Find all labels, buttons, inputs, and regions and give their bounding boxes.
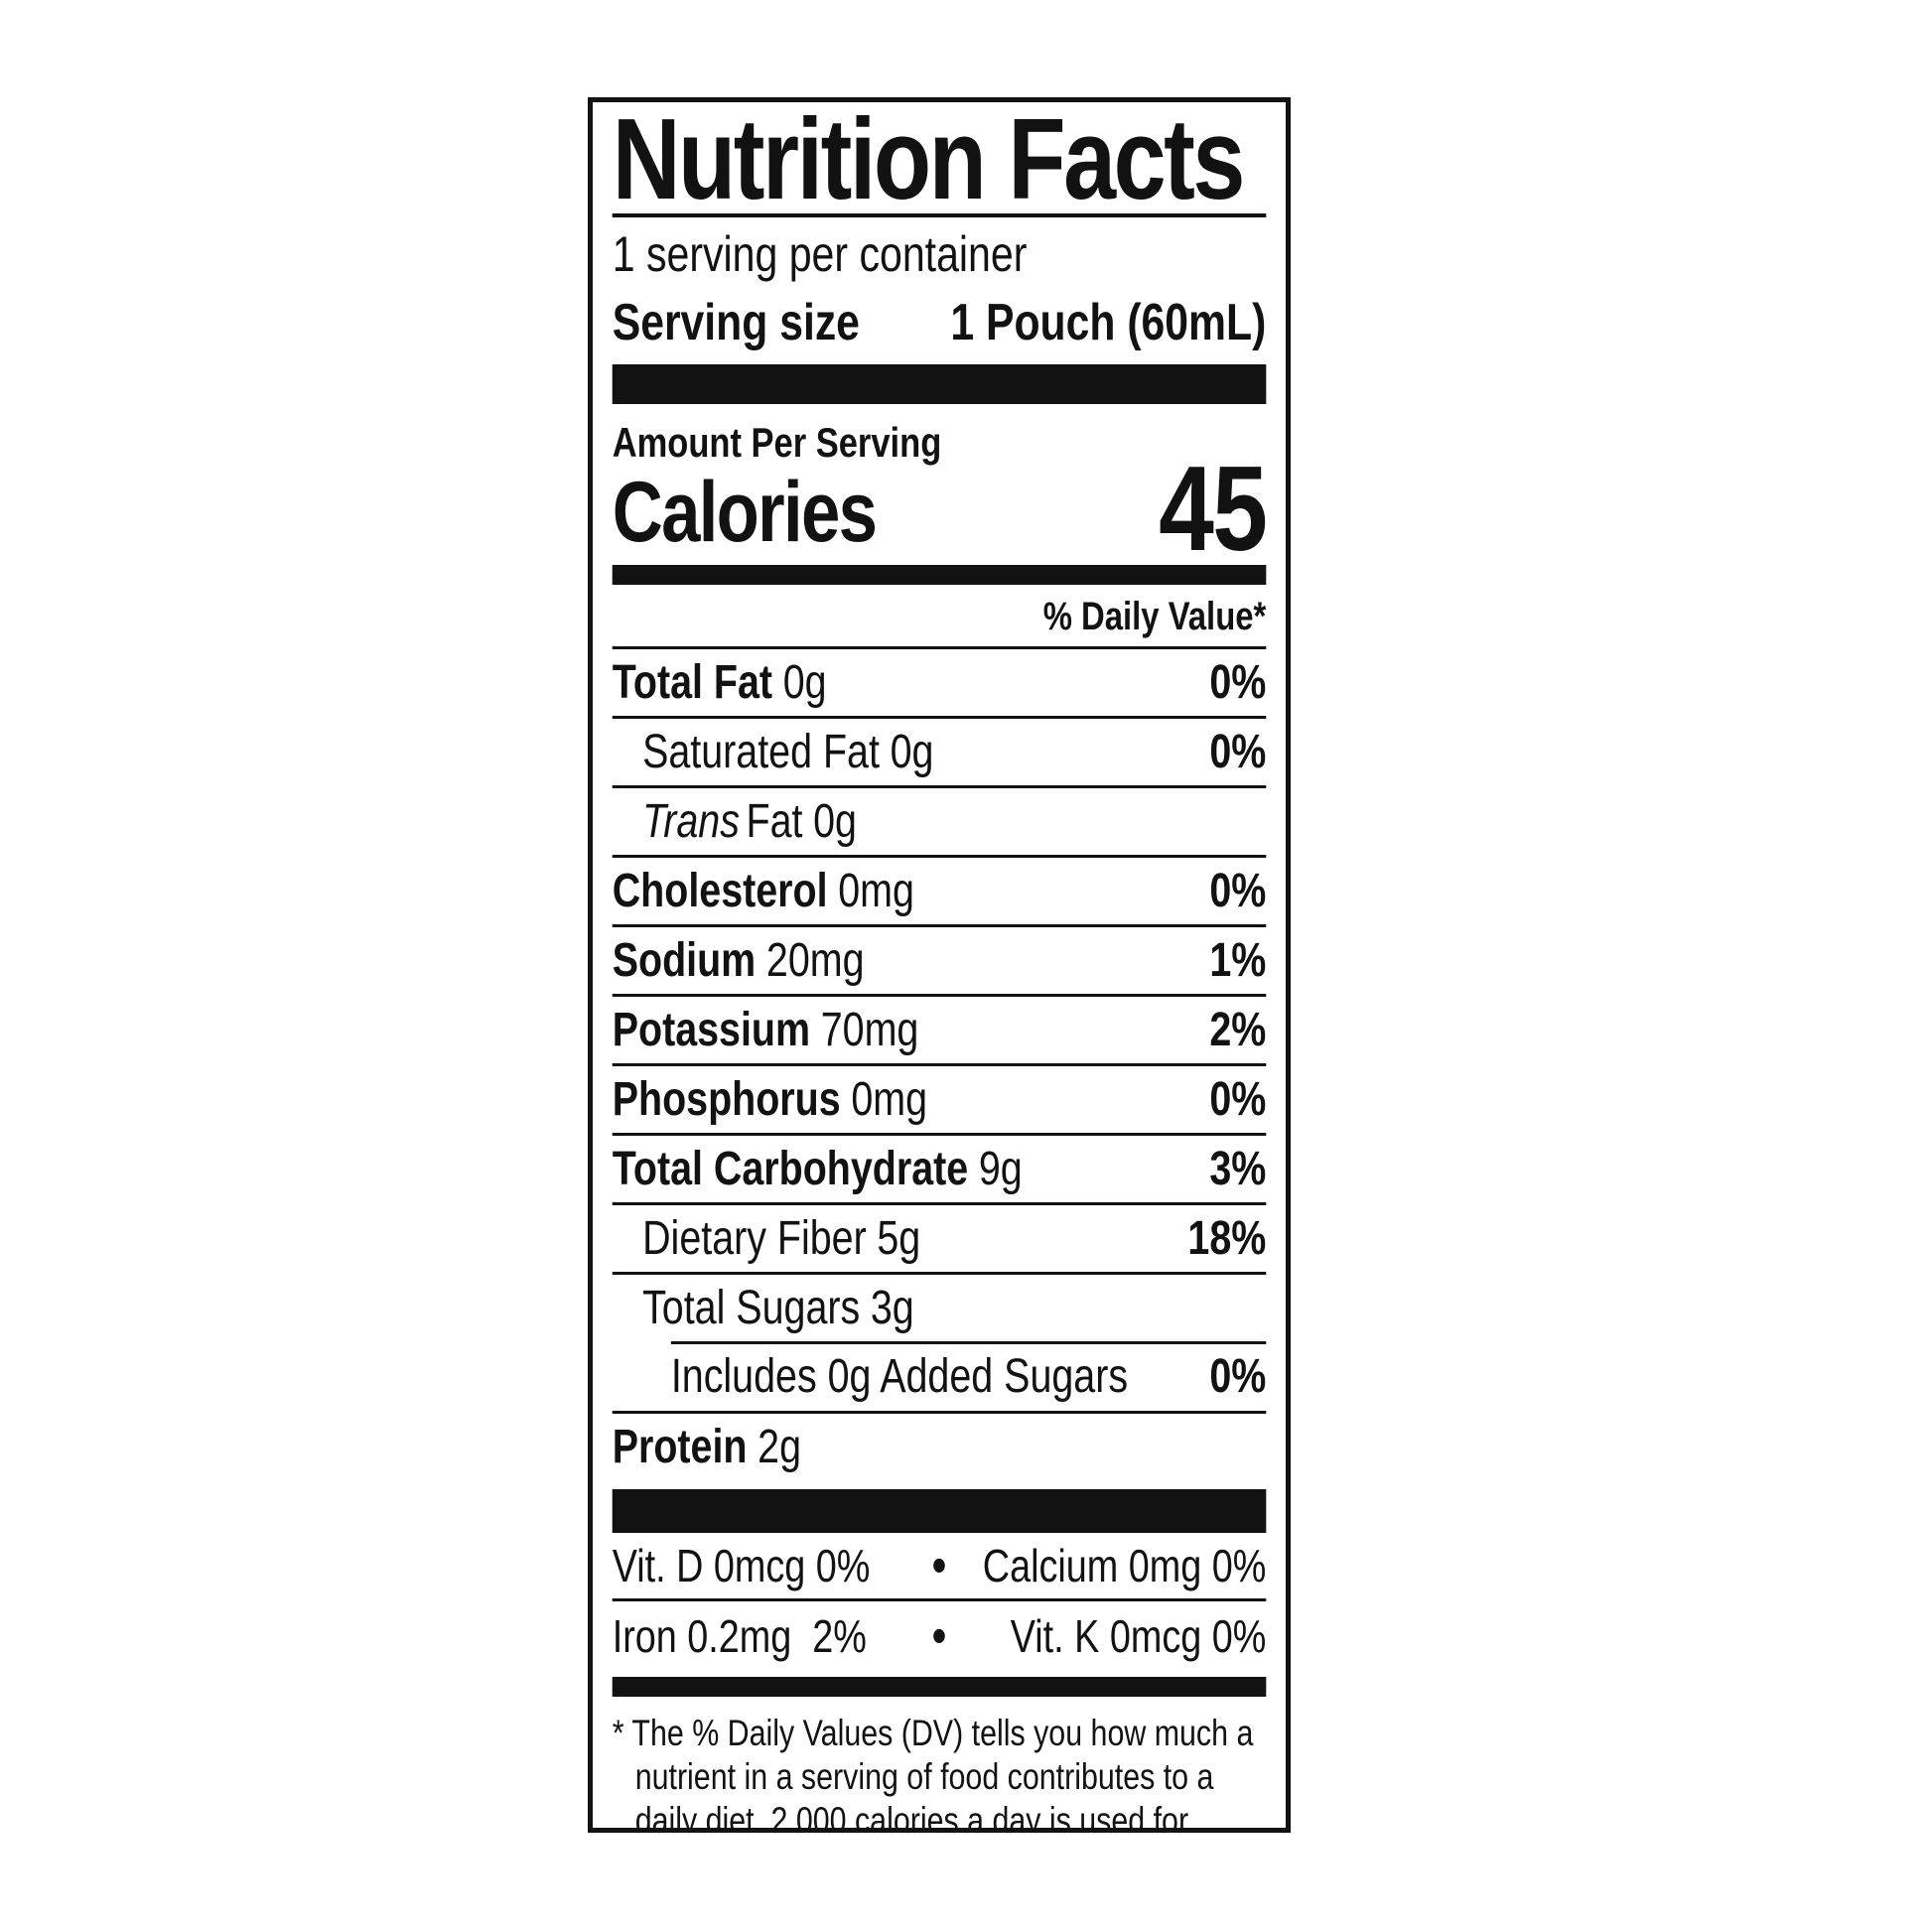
nutrient-row-phosphorus: Phosphorus 0mg 0% [612, 1063, 1267, 1133]
divider-bar-medium [612, 1677, 1267, 1697]
nutrient-dv: 2% [1209, 1004, 1267, 1056]
nutrient-row-total-sugars: Total Sugars 3g [612, 1272, 1267, 1341]
nutrient-amount: 70mg [820, 1004, 919, 1056]
nutrient-name: Saturated Fat [642, 726, 880, 778]
nutrient-amount: 0g [813, 795, 857, 848]
divider-thin [612, 1598, 1267, 1601]
nutrition-facts-label: Nutrition Facts 1 serving per container … [588, 97, 1291, 1833]
label-content: Nutrition Facts 1 serving per container … [593, 97, 1286, 1833]
micro-left: Iron 0.2mg 2% [612, 1610, 867, 1662]
nutrient-name: Dietary Fiber [642, 1212, 867, 1265]
nutrient-row-added-sugars: Includes 0g Added Sugars 0% [613, 1341, 1267, 1411]
nutrient-row-saturated-fat: Saturated Fat 0g 0% [612, 716, 1267, 785]
nutrient-row-total-fat: Total Fat 0g 0% [612, 646, 1267, 716]
nutrient-dv: 1% [1209, 934, 1267, 987]
calories-value: 45 [1159, 441, 1268, 576]
nutrient-amount: 5g [877, 1212, 921, 1265]
nutrient-amount: 0g [890, 726, 934, 778]
serving-size-value: 1 Pouch (60mL) [950, 294, 1267, 351]
divider-bar-thick [612, 1489, 1267, 1533]
serving-size-label: Serving size [612, 294, 860, 351]
calories-row: Calories 45 [612, 448, 1268, 569]
nutrient-name: Total Carbohydrate [612, 1143, 969, 1195]
nutrient-dv: 0% [1209, 1073, 1267, 1126]
nutrient-row-total-carbohydrate: Total Carbohydrate 9g 3% [612, 1133, 1267, 1202]
nutrient-row-sodium: Sodium 20mg 1% [612, 924, 1267, 994]
nutrient-name: Cholesterol [612, 865, 828, 917]
nutrient-row-cholesterol: Cholesterol 0mg 0% [612, 855, 1267, 924]
bullet-icon: • [931, 1607, 947, 1665]
nutrient-row-trans-fat: Trans Fat 0g [612, 785, 1267, 855]
nutrient-amount: 0g [782, 656, 827, 709]
daily-value-header: % Daily Value* [1042, 595, 1267, 638]
bullet-icon: • [931, 1537, 947, 1594]
daily-value-footnote: * The % Daily Values (DV) tells you how … [612, 1713, 1254, 1833]
nutrient-amount: 20mg [765, 934, 865, 987]
nutrient-name-italic: Trans [642, 795, 740, 848]
divider-thin [612, 213, 1267, 217]
micro-right: Calcium 0mg 0% [982, 1540, 1267, 1591]
nutrient-amount: 0mg [838, 865, 914, 917]
nutrient-amount: 9g [978, 1143, 1023, 1195]
nutrient-name: Protein [612, 1421, 748, 1473]
nutrient-row-potassium: Potassium 70mg 2% [612, 994, 1267, 1063]
nutrient-row-dietary-fiber: Dietary Fiber 5g 18% [612, 1202, 1267, 1272]
nutrient-amount: 2g [758, 1421, 802, 1473]
nutrient-dv: 0% [1209, 865, 1267, 917]
divider-bar-thick [612, 364, 1267, 404]
servings-per-container: 1 serving per container [612, 226, 1028, 282]
micronutrient-row-2: Iron 0.2mg 2% • Vit. K 0mcg 0% [613, 1601, 1267, 1671]
nutrient-row-protein: Protein 2g [612, 1411, 1267, 1480]
nutrient-name: Phosphorus [612, 1073, 841, 1126]
label-title: Nutrition Facts [612, 97, 1246, 223]
nutrient-name: Sodium [612, 934, 757, 987]
calories-label: Calories [612, 465, 878, 560]
micro-left: Vit. D 0mcg 0% [612, 1540, 871, 1591]
nutrient-name-suffix: Fat [746, 795, 803, 848]
amount-per-serving-label: Amount Per Serving [612, 419, 942, 466]
micronutrient-row-1: Vit. D 0mcg 0% • Calcium 0mg 0% [613, 1533, 1267, 1598]
nutrient-amount: 0mg [851, 1073, 928, 1126]
serving-size-row: Serving size 1 Pouch (60mL) [613, 293, 1267, 352]
nutrient-dv: 0% [1209, 656, 1267, 709]
nutrient-dv: 0% [1209, 726, 1267, 778]
nutrient-dv: 18% [1187, 1212, 1267, 1265]
nutrient-name: Total Sugars [642, 1282, 861, 1334]
micro-right: Vit. K 0mcg 0% [1010, 1610, 1267, 1662]
nutrient-amount: 3g [870, 1282, 914, 1334]
nutrient-dv: 3% [1209, 1143, 1267, 1195]
divider-bar-medium [612, 565, 1267, 585]
nutrient-dv: 0% [1209, 1349, 1267, 1403]
nutrient-name: Potassium [612, 1004, 811, 1056]
nutrient-name: Total Fat [612, 656, 773, 709]
nutrient-name: Includes 0g Added Sugars [670, 1349, 1129, 1403]
